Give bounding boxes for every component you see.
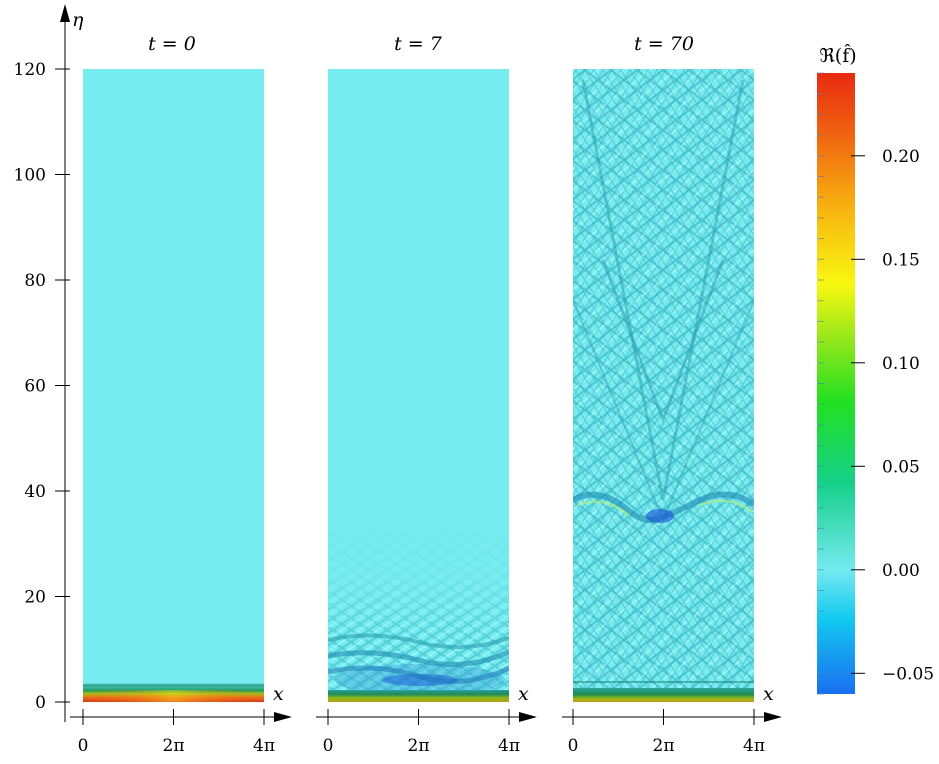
panel-t7: t = 7: [328, 33, 509, 702]
colorbar-ticks: 0.20 0.15 0.10 0.05 0.00 −0.05: [851, 147, 934, 684]
wave-band: [328, 649, 509, 667]
colorbar-tick-label: 0.20: [882, 147, 920, 167]
colorbar-minor-ticks: [817, 72, 824, 695]
wave-band: [328, 665, 509, 684]
y-axis-label: η: [72, 9, 84, 31]
y-tick-label: 0: [35, 693, 46, 713]
y-tick-label: 60: [24, 377, 46, 397]
wave-fade: [328, 500, 509, 640]
panel-title: t = 70: [634, 33, 694, 55]
colorbar-tick-label: 0.00: [882, 561, 920, 581]
x-axes: x 0 2π 4π x 0 2π 4π x 0 2π 4π: [70, 683, 782, 756]
y-tick-label: 80: [24, 271, 46, 291]
x-tick-label: 0: [323, 736, 334, 756]
panel-title: t = 7: [394, 33, 443, 55]
wall-layer: [573, 688, 754, 702]
y-axis-arrow: [60, 4, 70, 22]
y-tick-label: 120: [14, 60, 46, 80]
boundary-layer-edge: [83, 684, 264, 687]
panel-title: t = 0: [148, 33, 196, 55]
x-tick-label: 4π: [253, 736, 275, 756]
x-axis-arrow: [274, 712, 292, 722]
x-axis-label: x: [518, 683, 529, 705]
colorbar-tick-label: 0.15: [882, 250, 920, 270]
wave-ray: [581, 79, 745, 501]
x-axis-label: x: [763, 683, 774, 705]
panel-t0: t = 0: [83, 33, 264, 702]
x-tick-label: 2π: [408, 736, 430, 756]
x-tick-label: 4π: [498, 736, 520, 756]
y-tick-label: 20: [24, 588, 46, 608]
wave-band: [328, 633, 509, 650]
panel-t70: t = 70: [573, 33, 754, 702]
colorbar-label: ℜ(f̂): [819, 44, 856, 67]
wave-crest: [577, 499, 753, 517]
colorbar: ℜ(f̂) 0.20 0.15 0.10 0.05 0.00 −0.05: [817, 44, 934, 695]
x-tick-label: 0: [78, 736, 89, 756]
x-tick-label: 2π: [653, 736, 675, 756]
y-axis: η 0 20 40 60 80 100 120: [14, 4, 84, 722]
colorbar-tick-label: 0.05: [882, 457, 920, 477]
x-axis: x 0 2π 4π: [316, 683, 537, 756]
boundary-layer-highlight: [83, 690, 264, 702]
x-tick-label: 2π: [163, 736, 185, 756]
colorbar-tick-label: −0.05: [882, 664, 934, 684]
y-ticks: 0 20 40 60 80 100 120: [14, 60, 70, 713]
wave-ray: [601, 259, 725, 425]
x-tick-label: 4π: [743, 736, 765, 756]
y-tick-label: 40: [24, 482, 46, 502]
heatmap-field: [83, 69, 264, 702]
wall-layer: [328, 690, 509, 702]
x-axis: x 0 2π 4π: [70, 683, 292, 756]
x-axis: x 0 2π 4π: [562, 683, 782, 756]
x-axis-arrow: [764, 712, 782, 722]
colorbar-tick-label: 0.10: [882, 354, 920, 374]
x-tick-label: 0: [568, 736, 579, 756]
y-tick-label: 100: [14, 166, 46, 186]
x-axis-label: x: [273, 683, 284, 705]
x-axis-arrow: [519, 712, 537, 722]
wave-trough: [646, 509, 674, 523]
